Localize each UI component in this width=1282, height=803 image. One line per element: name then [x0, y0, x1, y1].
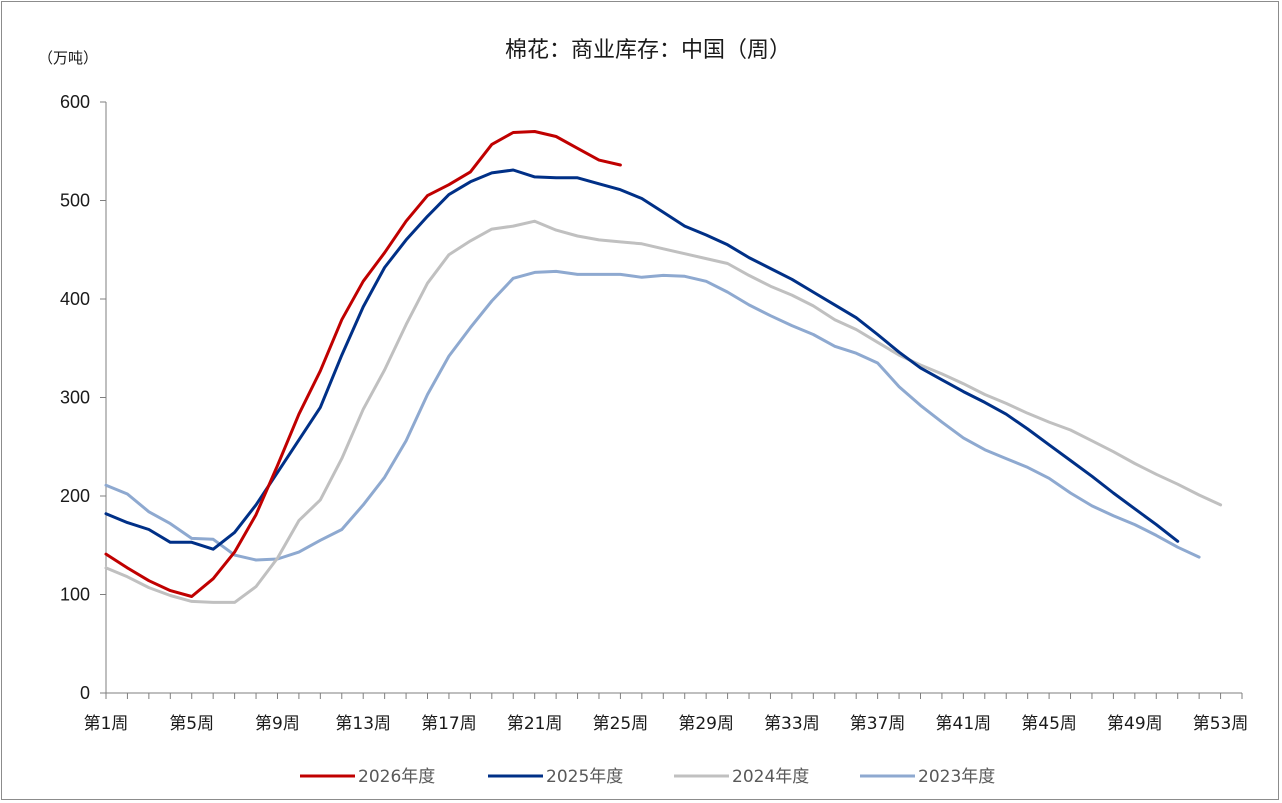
x-tick-label: 第49周: [1107, 714, 1163, 734]
y-tick-label: 300: [60, 388, 90, 408]
x-tick-label: 第13周: [335, 714, 391, 734]
series-line-2025年度: [104, 168, 1180, 551]
legend-label: 2023年度: [918, 767, 995, 787]
y-axis-unit-label: （万吨）: [38, 49, 98, 67]
x-tick-label: 第29周: [678, 714, 734, 734]
x-tick-label: 第25周: [593, 714, 649, 734]
y-tick-label: 600: [60, 92, 90, 112]
y-tick-label: 400: [60, 289, 90, 309]
series-line-2024年度: [104, 219, 1223, 604]
x-tick-label: 第37周: [850, 714, 906, 734]
legend-label: 2024年度: [732, 767, 809, 787]
x-tick-label: 第1周: [84, 714, 129, 734]
series-line-2023年度: [104, 269, 1201, 562]
chart-title: 棉花：商业库存：中国（周）: [505, 38, 791, 63]
x-tick-label: 第53周: [1193, 714, 1249, 734]
y-tick-label: 200: [60, 486, 90, 506]
legend-label: 2025年度: [546, 767, 623, 787]
axes: 0 100 200 300 400 500 600 第1周 第5周 第9周 第13周 第17周 第21周…: [60, 92, 1248, 734]
x-tick-label: 第21周: [507, 714, 563, 734]
x-tick-label: 第17周: [421, 714, 477, 734]
x-tick-label: 第33周: [764, 714, 820, 734]
y-tick-label: 0: [80, 683, 90, 703]
series-line-2026年度: [104, 130, 622, 598]
x-tick-label: 第41周: [936, 714, 992, 734]
x-tick-label: 第9周: [255, 714, 300, 734]
legend: 2026年度 2025年度 2024年度 2023年度: [300, 767, 995, 787]
legend-label: 2026年度: [358, 767, 435, 787]
y-tick-label: 500: [60, 191, 90, 211]
x-tick-label: 第5周: [169, 714, 214, 734]
x-tick-label: 第45周: [1021, 714, 1077, 734]
series-layer: [104, 130, 1223, 604]
y-tick-label: 100: [60, 585, 90, 605]
